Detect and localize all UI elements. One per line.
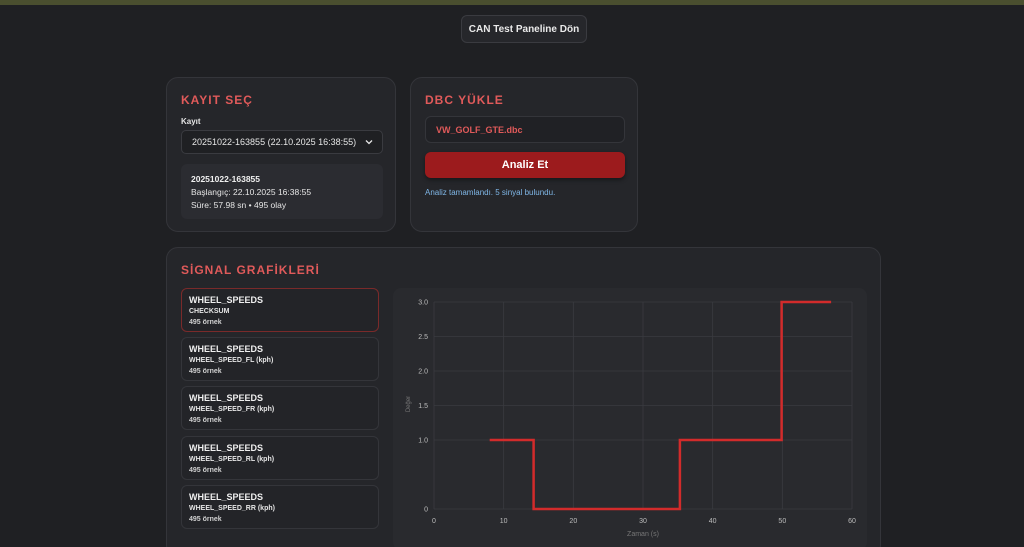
record-select-value: 20251022-163855 (22.10.2025 16:38:55) <box>192 137 357 147</box>
signal-message-name: WHEEL_SPEEDS <box>189 344 264 354</box>
signal-name: WHEEL_SPEED_RR (kph) <box>189 505 275 512</box>
signal-name: CHECKSUM <box>189 308 230 315</box>
signal-list-item[interactable]: WHEEL_SPEEDS WHEEL_SPEED_FR (kph) 495 ör… <box>181 386 379 430</box>
chart-series-line <box>489 300 832 511</box>
record-info-name: 20251022-163855 <box>191 174 261 184</box>
chart-x-axis-label: Zaman (s) <box>627 531 659 538</box>
chart-y-tick-label: 1.5 <box>418 403 428 410</box>
record-info-start: Başlangıç: 22.10.2025 16:38:55 <box>191 187 312 197</box>
dbc-file-field[interactable]: VW_GOLF_GTE.dbc <box>425 116 625 143</box>
signal-message-name: WHEEL_SPEEDS <box>189 443 264 453</box>
chart-x-tick-label: 40 <box>709 518 717 525</box>
signal-sample-count: 495 örnek <box>189 467 222 474</box>
record-field-label: Kayıt <box>181 117 201 126</box>
analysis-status-text: Analiz tamamlandı. 5 sinyal bulundu. <box>425 188 556 197</box>
chart-x-tick-label: 30 <box>639 518 647 525</box>
chart-y-axis-label: Değer <box>406 396 412 412</box>
chart-y-tick-label: 2.5 <box>418 334 428 341</box>
record-info-duration: Süre: 57.98 sn • 495 olay <box>191 200 287 210</box>
chart-x-ticks: 0 10 20 30 40 50 60 <box>432 518 856 525</box>
dbc-file-name: VW_GOLF_GTE.dbc <box>436 124 523 135</box>
back-to-can-panel-button[interactable]: CAN Test Paneline Dön <box>461 15 587 43</box>
chart-y-tick-label: 2.0 <box>418 369 428 376</box>
record-info-box: 20251022-163855 Başlangıç: 22.10.2025 16… <box>181 164 383 219</box>
signal-charts-card: SİGNAL GRAFİKLERİ WHEEL_SPEEDS CHECKSUM … <box>166 247 881 547</box>
signal-message-name: WHEEL_SPEEDS <box>189 295 264 305</box>
signal-message-name: WHEEL_SPEEDS <box>189 393 264 403</box>
chart-y-tick-label: 3.0 <box>418 300 428 307</box>
top-accent-bar <box>0 0 1024 5</box>
chart-x-tick-label: 0 <box>432 518 436 525</box>
dbc-load-card: DBC YÜKLE VW_GOLF_GTE.dbc Analiz Et Anal… <box>410 77 638 232</box>
signal-chart-panel: 0 10 20 30 40 50 60 0 1.0 1.5 2.0 2.5 3.0 Zaman (s)… <box>393 288 867 547</box>
analyze-button[interactable]: Analiz Et <box>425 152 625 178</box>
signal-sample-count: 495 örnek <box>189 417 222 424</box>
signal-name: WHEEL_SPEED_RL (kph) <box>189 456 275 463</box>
signal-message-name: WHEEL_SPEEDS <box>189 492 264 502</box>
record-select-title: KAYIT SEÇ <box>181 93 253 107</box>
dbc-load-title: DBC YÜKLE <box>425 93 504 107</box>
signal-charts-title: SİGNAL GRAFİKLERİ <box>181 263 320 277</box>
record-select-dropdown[interactable]: 20251022-163855 (22.10.2025 16:38:55) <box>181 130 383 154</box>
chart-x-tick-label: 20 <box>569 518 577 525</box>
chart-x-tick-label: 60 <box>848 518 856 525</box>
signal-list-item[interactable]: WHEEL_SPEEDS CHECKSUM 495 örnek <box>181 288 379 332</box>
signal-sample-count: 495 örnek <box>189 368 222 375</box>
signal-sample-count: 495 örnek <box>189 516 222 523</box>
chart-y-ticks: 0 1.0 1.5 2.0 2.5 3.0 <box>418 300 428 514</box>
chart-grid <box>433 301 853 510</box>
signal-list-item[interactable]: WHEEL_SPEEDS WHEEL_SPEED_RR (kph) 495 ör… <box>181 485 379 529</box>
signal-line-chart: 0 10 20 30 40 50 60 0 1.0 1.5 2.0 2.5 3.0 Zaman (s)… <box>406 300 856 539</box>
record-select-card: KAYIT SEÇ Kayıt 20251022-163855 (22.10.2… <box>166 77 396 232</box>
chart-y-tick-label: 0 <box>424 507 428 514</box>
signal-list-item[interactable]: WHEEL_SPEEDS WHEEL_SPEED_FL (kph) 495 ör… <box>181 337 379 381</box>
signal-sample-count: 495 örnek <box>189 319 222 326</box>
signal-list-item[interactable]: WHEEL_SPEEDS WHEEL_SPEED_RL (kph) 495 ör… <box>181 436 379 480</box>
signal-name: WHEEL_SPEED_FR (kph) <box>189 406 275 413</box>
chart-x-tick-label: 50 <box>778 518 786 525</box>
chevron-down-icon <box>365 140 373 145</box>
chart-y-tick-label: 1.0 <box>418 438 428 445</box>
chart-x-tick-label: 10 <box>500 518 508 525</box>
signal-name: WHEEL_SPEED_FL (kph) <box>189 357 274 364</box>
